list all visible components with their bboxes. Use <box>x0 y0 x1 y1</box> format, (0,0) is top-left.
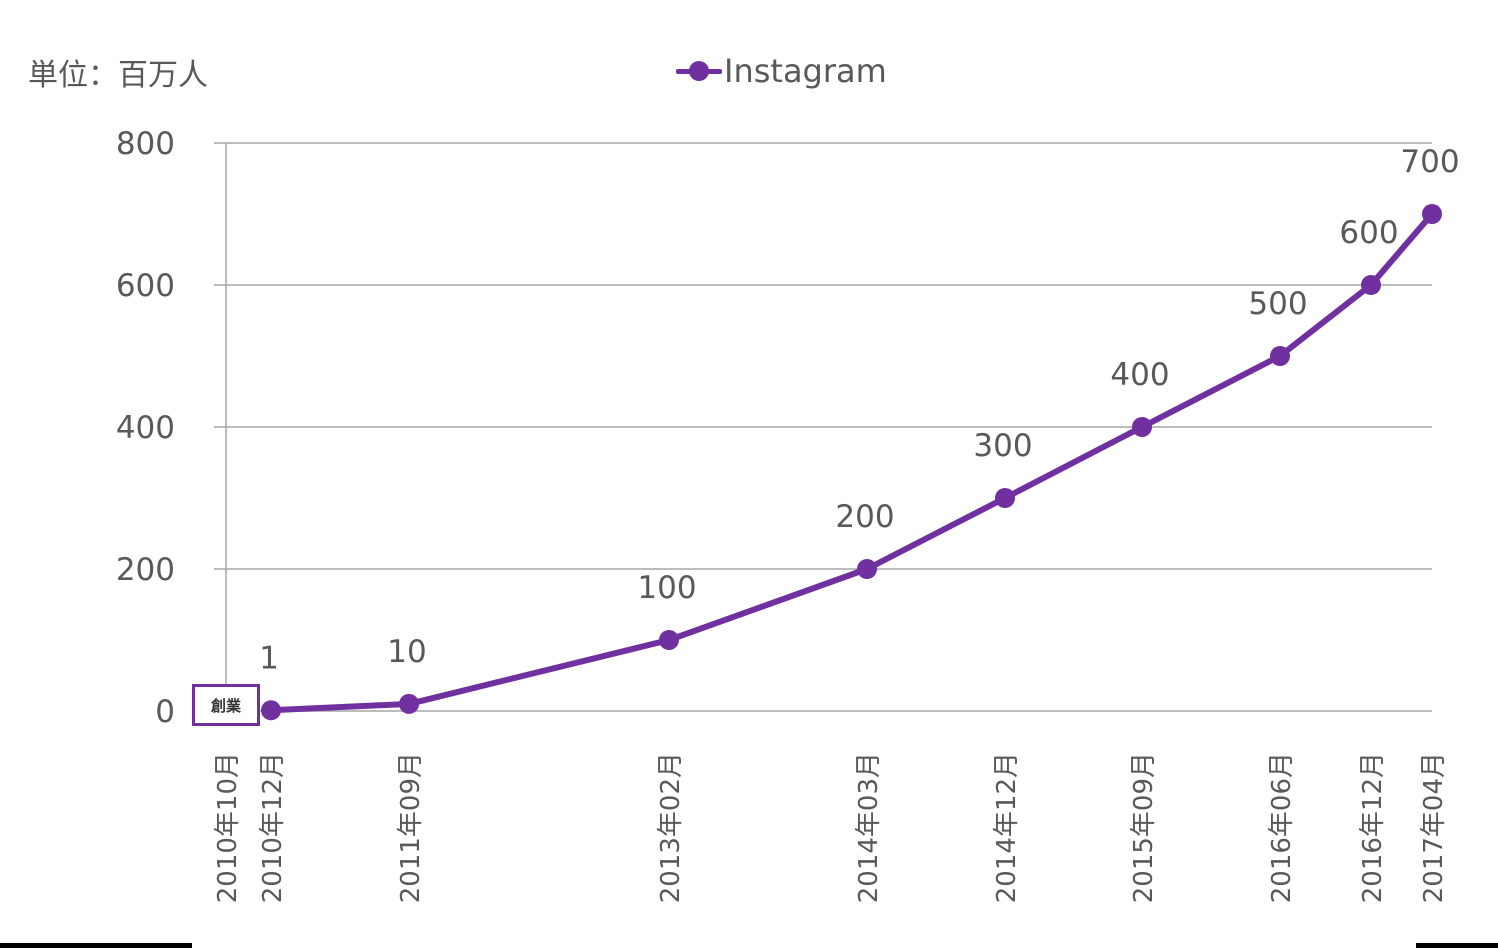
x-tick-label: 2016年12月 <box>1358 752 1388 903</box>
x-tick-label: 2013年02月 <box>656 752 686 903</box>
data-point <box>995 488 1015 508</box>
bottom-left-bar <box>0 943 192 948</box>
data-label: 200 <box>835 499 894 535</box>
data-point <box>399 693 419 714</box>
x-tick-label: 2016年06月 <box>1267 752 1297 903</box>
data-point <box>1361 275 1381 295</box>
unit-label: 単位：百万人 <box>28 58 208 93</box>
data-point <box>659 630 679 650</box>
x-tick-label: 2010年12月 <box>258 752 288 903</box>
y-tick-label: 200 <box>116 552 175 588</box>
y-tick-label: 400 <box>116 410 175 446</box>
data-label: 700 <box>1400 144 1459 180</box>
data-label: 300 <box>973 428 1032 464</box>
y-tick-label: 0 <box>155 694 175 730</box>
x-tick-label: 2017年04月 <box>1419 752 1449 903</box>
legend-marker-icon <box>676 56 722 86</box>
x-tick-label: 2014年12月 <box>992 752 1022 903</box>
data-label: 1 <box>259 640 279 676</box>
legend: Instagram <box>676 52 887 90</box>
founding-marker: 創業 <box>192 684 260 726</box>
x-tick-label: 2011年09月 <box>396 752 426 903</box>
data-label: 400 <box>1110 357 1169 393</box>
y-tick-label: 600 <box>116 268 175 304</box>
data-point <box>1422 204 1442 224</box>
data-point <box>1270 346 1290 366</box>
y-tick-label: 800 <box>116 126 175 162</box>
data-label: 500 <box>1248 286 1307 322</box>
x-tick-label: 2014年03月 <box>854 752 884 903</box>
x-tick-label: 2015年09月 <box>1129 752 1159 903</box>
data-point <box>1132 417 1152 437</box>
data-label: 600 <box>1339 215 1398 251</box>
data-label: 100 <box>637 570 696 606</box>
bottom-right-bar <box>1416 943 1498 948</box>
legend-label: Instagram <box>724 52 887 90</box>
data-point <box>261 700 281 721</box>
x-tick-label: 2010年10月 <box>213 752 243 903</box>
data-point <box>857 559 877 579</box>
data-label: 10 <box>387 634 426 670</box>
